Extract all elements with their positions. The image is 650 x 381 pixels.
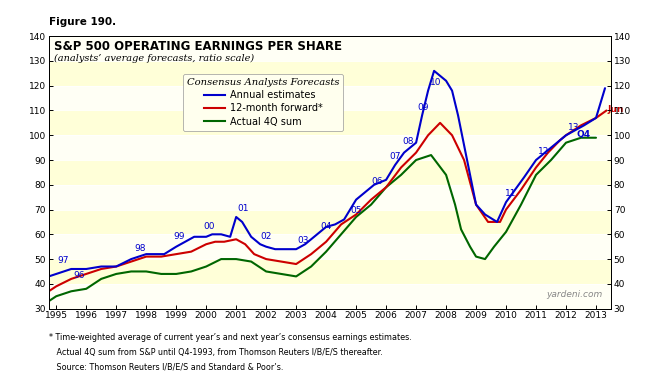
Text: yardeni.com: yardeni.com xyxy=(546,290,603,299)
Bar xyxy=(49,185,611,210)
Text: 12: 12 xyxy=(538,147,549,156)
Text: 99: 99 xyxy=(173,232,185,240)
Text: 10: 10 xyxy=(430,78,441,87)
Text: * Time-weighted average of current year’s and next year’s consensus earnings est: * Time-weighted average of current year’… xyxy=(49,333,411,343)
Text: 96: 96 xyxy=(73,271,84,280)
Text: 00: 00 xyxy=(203,222,214,231)
Text: S&P 500 OPERATING EARNINGS PER SHARE: S&P 500 OPERATING EARNINGS PER SHARE xyxy=(55,40,343,53)
Text: 04: 04 xyxy=(320,222,332,231)
Text: 09: 09 xyxy=(417,103,429,112)
Text: Jun: Jun xyxy=(607,105,624,114)
Bar xyxy=(49,210,611,234)
Text: Figure 190.: Figure 190. xyxy=(49,17,116,27)
Bar xyxy=(49,61,611,86)
Text: 07: 07 xyxy=(389,152,400,161)
Bar xyxy=(49,160,611,185)
Legend: Annual estimates, 12-month forward*, Actual 4Q sum: Annual estimates, 12-month forward*, Act… xyxy=(183,74,343,131)
Text: Q4: Q4 xyxy=(577,130,591,139)
Text: 02: 02 xyxy=(260,232,272,240)
Text: 98: 98 xyxy=(134,244,146,253)
Text: 08: 08 xyxy=(402,138,414,146)
Text: 06: 06 xyxy=(371,177,383,186)
Text: 97: 97 xyxy=(58,256,70,265)
Text: Actual 4Q sum from S&P until Q4-1993, from Thomson Reuters I/B/E/S thereafter.: Actual 4Q sum from S&P until Q4-1993, fr… xyxy=(49,348,382,357)
Text: Source: Thomson Reuters I/B/E/S and Standard & Poor’s.: Source: Thomson Reuters I/B/E/S and Stan… xyxy=(49,362,283,371)
Bar xyxy=(49,36,611,61)
Bar xyxy=(49,110,611,135)
Bar xyxy=(49,86,611,110)
Text: 11: 11 xyxy=(504,189,516,199)
Bar xyxy=(49,284,611,309)
Text: 13: 13 xyxy=(567,123,579,131)
Text: 05: 05 xyxy=(350,205,361,215)
Bar xyxy=(49,259,611,284)
Bar xyxy=(49,234,611,259)
Bar xyxy=(49,135,611,160)
Text: 03: 03 xyxy=(298,237,309,245)
Text: (analysts’ average forecasts, ratio scale): (analysts’ average forecasts, ratio scal… xyxy=(55,54,255,63)
Text: 01: 01 xyxy=(238,204,249,213)
